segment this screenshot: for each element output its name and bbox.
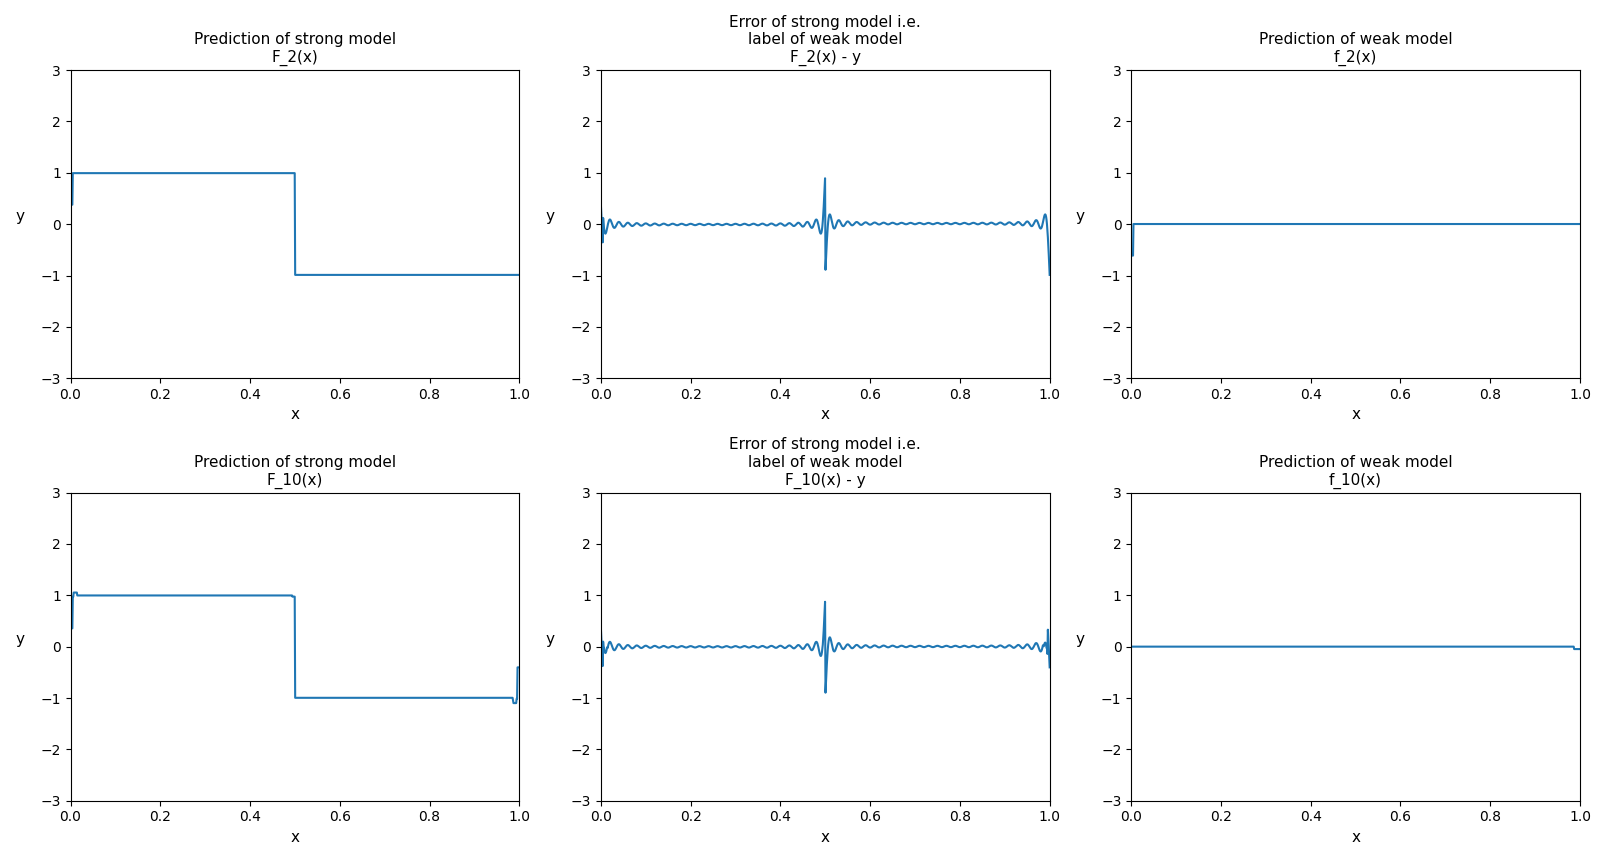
X-axis label: x: x [820,408,830,422]
Title: Prediction of strong model
F_10(x): Prediction of strong model F_10(x) [194,455,396,488]
X-axis label: x: x [1350,830,1359,845]
Y-axis label: y: y [14,632,24,647]
Title: Prediction of weak model
f_10(x): Prediction of weak model f_10(x) [1258,455,1451,488]
Y-axis label: y: y [1075,209,1083,224]
Title: Error of strong model i.e.
label of weak model
F_2(x) - y: Error of strong model i.e. label of weak… [729,15,921,66]
X-axis label: x: x [291,830,299,845]
Y-axis label: y: y [546,209,554,224]
Y-axis label: y: y [14,209,24,224]
Y-axis label: y: y [1075,632,1083,647]
Title: Prediction of weak model
f_2(x): Prediction of weak model f_2(x) [1258,33,1451,66]
X-axis label: x: x [1350,408,1359,422]
Y-axis label: y: y [546,632,554,647]
Title: Prediction of strong model
F_2(x): Prediction of strong model F_2(x) [194,33,396,66]
X-axis label: x: x [820,830,830,845]
Title: Error of strong model i.e.
label of weak model
F_10(x) - y: Error of strong model i.e. label of weak… [729,438,921,488]
X-axis label: x: x [291,408,299,422]
